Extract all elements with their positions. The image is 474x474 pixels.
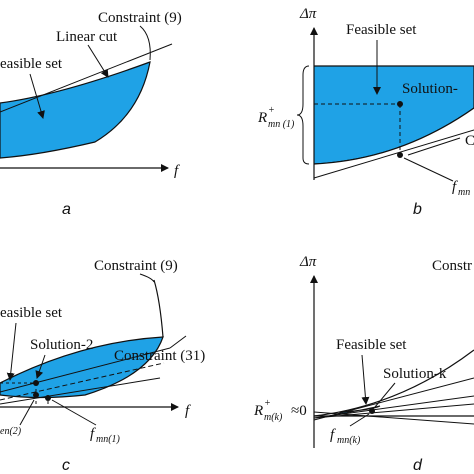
constraint-label-a: Constraint (9) <box>98 10 182 26</box>
linear-cut-line <box>0 43 173 113</box>
constraint31-label-c: Constraint (31) <box>114 348 205 364</box>
feasible-leader-d <box>361 354 370 405</box>
panel-letter-c: c <box>62 457 70 474</box>
f-left-sub-label-c: en(2) <box>0 426 22 437</box>
line4-d <box>313 411 474 425</box>
r-label-b: R <box>257 110 267 126</box>
solution-point-d <box>369 408 375 414</box>
lower-curve-b <box>313 107 474 165</box>
tangent2-dashed-c <box>0 362 165 401</box>
panel-c: f Constraint (9) Constraint (31) easible… <box>0 258 205 474</box>
solution-label-c: Solution-2 <box>30 337 93 353</box>
c-leader-b <box>407 137 461 156</box>
r-sub-b: mn (1) <box>268 119 295 130</box>
white-under-curve-b <box>314 108 474 180</box>
axis-dpi-label-b: Δπ <box>299 6 317 22</box>
solution-point-c <box>33 380 39 386</box>
f-leader-d <box>349 413 370 427</box>
tangent-line-b <box>313 129 474 179</box>
solution-leader-d <box>374 382 396 408</box>
tangent3-c <box>0 377 161 405</box>
f-sub-b: mn <box>458 187 470 198</box>
feasible-leader-a <box>29 73 45 119</box>
solution-leader-c <box>35 354 46 379</box>
solution-label-b: Solution- <box>402 81 458 97</box>
panel-a: f Constraint (9) Linear cut easible set … <box>0 10 182 218</box>
f-point-b <box>397 152 403 158</box>
linear-cut-leader <box>87 44 109 78</box>
solution-point-b <box>397 101 403 107</box>
feasible-label-c: easible set <box>0 305 63 321</box>
constraint31-leader-c <box>169 335 187 349</box>
feasible-leader-c <box>6 322 17 381</box>
panel-letter-b: b <box>413 201 422 218</box>
point2-c <box>33 392 39 398</box>
f-left-leader-c <box>19 399 35 426</box>
line3-d <box>313 403 474 419</box>
feasible-sliver-d <box>339 405 381 415</box>
constraint-curve-d <box>313 349 474 417</box>
feasible-region-a <box>0 61 151 159</box>
r-sub-d: m(k) <box>264 412 283 423</box>
feasible-label-a: easible set <box>0 56 63 72</box>
solution-label-d: Solution-k <box>383 366 447 382</box>
f-label-b: f <box>452 179 458 195</box>
r-sup-d: + <box>264 398 271 409</box>
r-sup-b: + <box>268 105 275 116</box>
constraint-leader-a <box>139 25 151 61</box>
panel-letter-a: a <box>62 201 71 218</box>
tangent1-c <box>0 347 171 393</box>
line1-d <box>313 377 474 421</box>
panel-b: Δπ Feasible set Solution- C R + mn (1) f… <box>257 6 474 218</box>
feasible-label-b: Feasible set <box>346 22 417 38</box>
axis-dpi-label-d: Δπ <box>299 254 317 270</box>
constraint9-leader-c <box>139 273 155 283</box>
f-label-d: f <box>330 427 336 443</box>
right-partial-label-b: C <box>465 133 474 149</box>
constraint9-label-c: Constraint (9) <box>94 258 178 274</box>
panel-d: Δπ Constr Feasible set Solution-k R + m(… <box>253 254 474 474</box>
f-leader-b <box>403 157 454 182</box>
axis-f-label-c: f <box>185 403 191 419</box>
r-value-d: ≈0 <box>291 403 307 419</box>
panel-letter-d: d <box>413 457 423 474</box>
f-right-label-c: f <box>90 426 96 442</box>
feasible-label-d: Feasible set <box>336 337 407 353</box>
f-right-sub-c: mn(1) <box>96 434 121 445</box>
linear-cut-label: Linear cut <box>56 29 118 45</box>
point3-c <box>45 395 51 401</box>
constraint-partial-label-d: Constr <box>432 258 472 274</box>
f-right-leader-c <box>51 399 97 426</box>
r-brace-b <box>296 65 310 165</box>
constraint9-curve-c <box>153 279 164 338</box>
axis-f-label-a: f <box>174 163 180 179</box>
r-label-d: R <box>253 403 263 419</box>
f-sub-d: mn(k) <box>337 435 361 446</box>
